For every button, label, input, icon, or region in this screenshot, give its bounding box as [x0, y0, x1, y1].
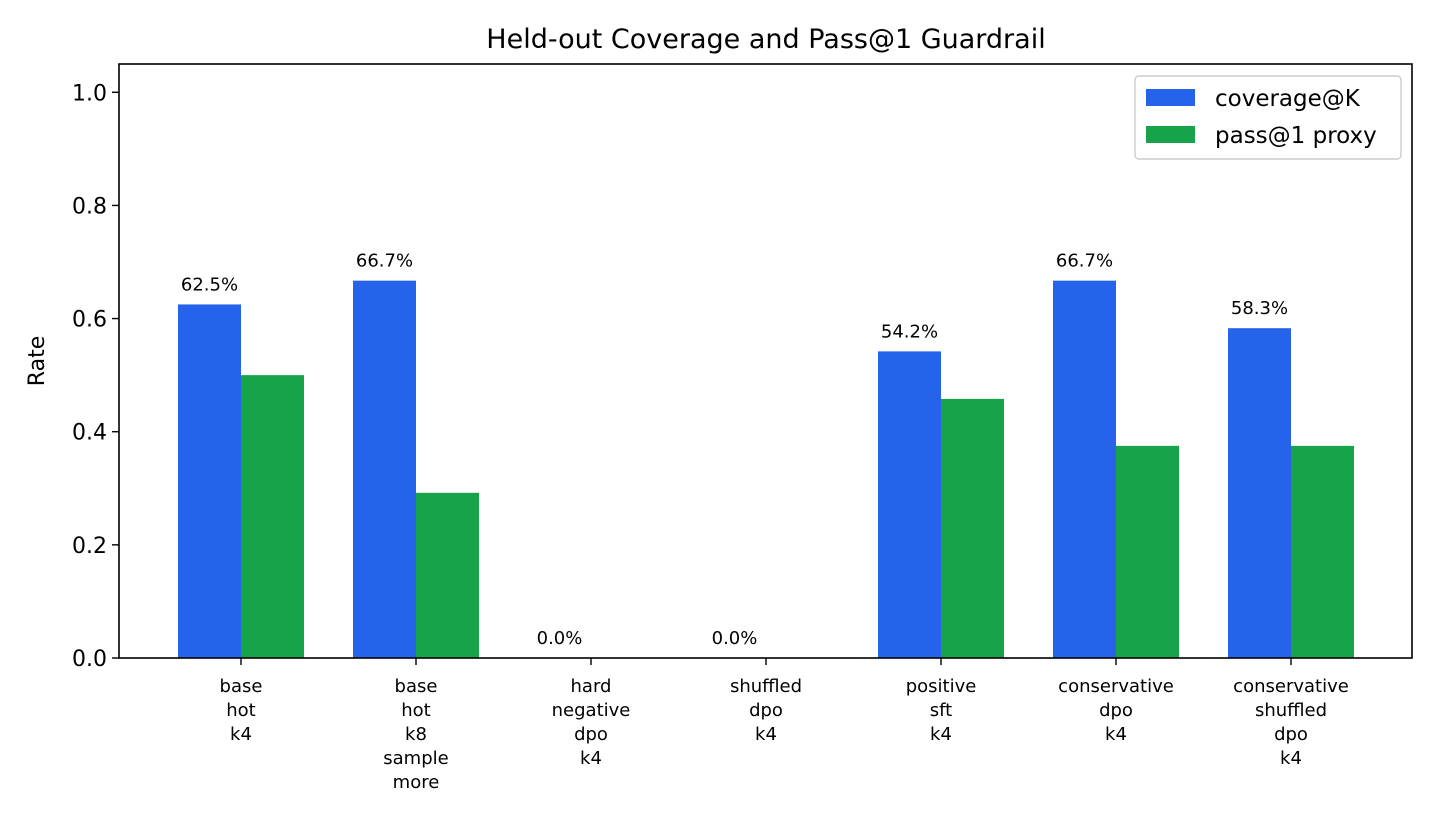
x-tick-label-line: base	[220, 676, 263, 697]
x-tick-label-line: k4	[755, 724, 777, 745]
legend-swatch-0	[1146, 89, 1195, 106]
bar-coverage-5	[1053, 280, 1116, 658]
x-tick-label-1: base hot k8 sample more	[383, 676, 448, 793]
y-axis: 0.0 0.2 0.4 0.6 0.8 1.0	[72, 81, 119, 672]
y-axis-label: Rate	[25, 336, 50, 386]
bar-pass1-6	[1291, 445, 1354, 658]
x-tick-label-line: k4	[230, 724, 252, 745]
x-tick-label-4: positive sft k4	[906, 676, 977, 745]
x-tick-label-line: dpo	[749, 700, 783, 721]
bar-coverage-0	[178, 304, 241, 658]
plot-frame	[118, 63, 1413, 659]
legend: coverage@K pass@1 proxy	[1134, 75, 1402, 160]
y-tick-label-1: 0.2	[72, 534, 107, 559]
legend-label-0: coverage@K	[1215, 86, 1361, 112]
bar-pass1-5	[1116, 445, 1179, 658]
bar-pass1-4	[941, 398, 1004, 658]
x-tick-label-3: shuffled dpo k4	[730, 676, 802, 745]
x-tick-label-line: dpo	[1099, 700, 1133, 721]
x-tick-label-line: conservative	[1058, 676, 1174, 697]
x-tick-label-0: base hot k4	[220, 676, 263, 745]
y-tick-label-2: 0.4	[72, 421, 107, 446]
x-tick-label-line: k4	[580, 748, 602, 769]
x-tick-label-line: more	[393, 772, 440, 793]
x-tick-label-line: negative	[552, 700, 631, 721]
chart-title: Held-out Coverage and Pass@1 Guardrail	[486, 24, 1045, 55]
x-tick-label-line: sft	[930, 700, 952, 721]
bar-pass1-0	[241, 375, 304, 658]
x-tick-label-line: dpo	[1274, 724, 1308, 745]
bar-coverage-1	[353, 280, 416, 658]
bars-layer	[178, 280, 1354, 658]
data-label-1: 66.7%	[356, 251, 413, 272]
data-label-3: 0.0%	[712, 628, 758, 649]
x-tick-label-line: sample	[383, 748, 448, 769]
x-tick-label-line: dpo	[574, 724, 608, 745]
legend-frame	[1134, 75, 1402, 160]
x-tick-label-line: k4	[930, 724, 952, 745]
y-tick-label-0: 0.0	[72, 647, 107, 672]
x-tick-label-line: k4	[1105, 724, 1127, 745]
x-tick-label-line: shuffled	[1255, 700, 1327, 721]
y-tick-label-3: 0.6	[72, 308, 107, 333]
data-labels-layer: 62.5% 66.7% 0.0% 0.0% 54.2% 66.7% 58.3%	[181, 251, 1288, 649]
x-tick-label-line: hot	[226, 700, 255, 721]
data-label-2: 0.0%	[537, 628, 583, 649]
x-tick-label-line: shuffled	[730, 676, 802, 697]
data-label-0: 62.5%	[181, 274, 238, 295]
x-tick-label-line: k8	[405, 724, 427, 745]
x-tick-label-6: conservative shuffled dpo k4	[1233, 676, 1349, 769]
x-tick-label-line: k4	[1280, 748, 1302, 769]
y-tick-label-5: 1.0	[72, 81, 107, 106]
y-tick-label-4: 0.8	[72, 194, 107, 219]
x-tick-label-line: hard	[571, 676, 612, 697]
bar-coverage-6	[1228, 328, 1291, 658]
legend-swatch-1	[1146, 126, 1195, 143]
x-axis: base hot k4 base hot k8 sample more hard negative…	[220, 658, 1349, 793]
x-tick-label-5: conservative dpo k4	[1058, 676, 1174, 745]
x-tick-label-line: conservative	[1233, 676, 1349, 697]
x-tick-label-line: hot	[401, 700, 430, 721]
x-tick-label-line: base	[395, 676, 438, 697]
data-label-5: 66.7%	[1056, 251, 1113, 272]
data-label-6: 58.3%	[1231, 298, 1288, 319]
legend-label-1: pass@1 proxy	[1215, 123, 1377, 149]
bar-pass1-1	[416, 492, 479, 658]
data-label-4: 54.2%	[881, 321, 938, 342]
x-tick-label-line: positive	[906, 676, 977, 697]
bar-coverage-4	[878, 351, 941, 658]
x-tick-label-2: hard negative dpo k4	[552, 676, 631, 769]
